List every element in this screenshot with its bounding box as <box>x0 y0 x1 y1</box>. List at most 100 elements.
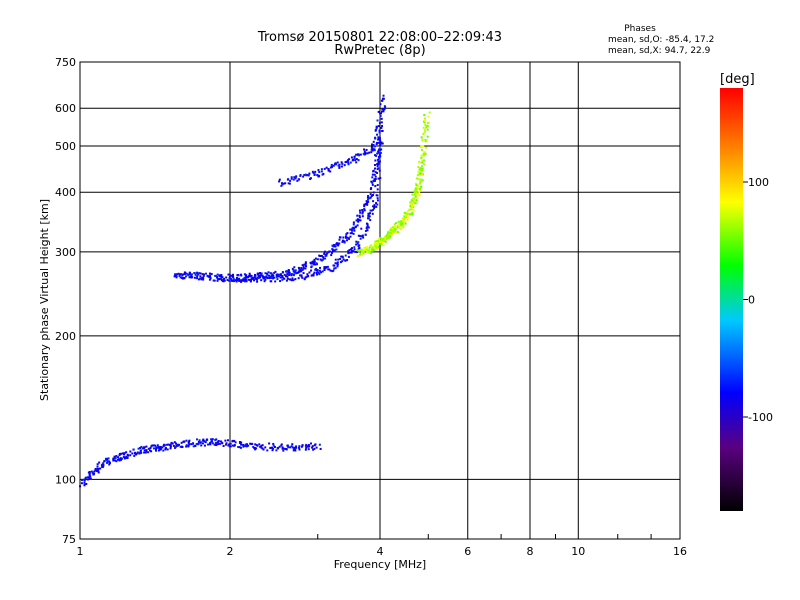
data-point <box>326 265 329 268</box>
data-point <box>320 254 323 257</box>
data-point <box>262 277 265 280</box>
data-point <box>391 233 394 236</box>
data-point <box>289 446 292 449</box>
data-point <box>244 443 247 446</box>
data-point <box>103 460 106 463</box>
data-point <box>413 198 416 201</box>
data-point <box>264 446 267 449</box>
data-point <box>303 277 306 280</box>
data-point <box>196 275 199 278</box>
data-point <box>323 268 326 271</box>
data-point <box>348 249 351 252</box>
data-point <box>310 265 313 268</box>
data-point <box>149 449 152 452</box>
data-point <box>407 216 410 219</box>
data-point <box>200 278 203 281</box>
data-point <box>426 125 429 128</box>
data-point <box>147 451 150 454</box>
data-point <box>402 226 405 229</box>
data-point <box>225 442 228 445</box>
data-point <box>396 225 399 228</box>
data-point <box>187 445 190 448</box>
data-point <box>338 165 341 168</box>
data-point <box>247 278 250 281</box>
data-point <box>394 228 397 231</box>
data-point <box>96 463 99 466</box>
data-point <box>302 267 305 270</box>
data-point <box>382 108 385 111</box>
data-point <box>380 126 383 129</box>
data-point <box>227 444 230 447</box>
chart-title: Tromsø 20150801 22:08:00–22:09:43 <box>257 30 502 45</box>
data-point <box>380 121 383 124</box>
data-point <box>190 273 193 276</box>
data-point <box>291 277 294 280</box>
data-point <box>375 194 378 197</box>
y-axis: 75 100 200 300 400 500 600 750 <box>55 56 76 546</box>
data-point <box>268 442 271 445</box>
data-point <box>409 202 412 205</box>
data-point <box>269 280 272 283</box>
data-point <box>204 272 207 275</box>
data-point <box>259 274 262 277</box>
data-point <box>369 196 372 199</box>
data-point <box>161 446 164 449</box>
data-point <box>334 163 337 166</box>
data-point <box>355 240 358 243</box>
data-point <box>358 244 361 247</box>
data-point <box>407 212 410 215</box>
data-point <box>299 274 302 277</box>
data-point <box>219 440 222 443</box>
data-point <box>316 273 319 276</box>
y-tick-label: 750 <box>55 56 76 69</box>
data-point <box>420 178 423 181</box>
data-point <box>421 154 424 157</box>
data-point <box>427 115 430 118</box>
data-point <box>261 444 264 447</box>
data-point <box>413 191 416 194</box>
data-point <box>365 248 368 251</box>
data-point <box>400 220 403 223</box>
data-point <box>272 444 275 447</box>
data-point <box>340 165 343 168</box>
data-point <box>202 274 205 277</box>
data-point <box>243 279 246 282</box>
data-point <box>351 159 354 162</box>
data-point <box>118 452 121 455</box>
data-point <box>247 276 250 279</box>
data-point <box>379 143 382 146</box>
data-point <box>358 216 361 219</box>
data-point <box>106 458 109 461</box>
data-point <box>164 447 167 450</box>
data-point <box>308 172 311 175</box>
data-point <box>371 176 374 179</box>
data-point <box>187 274 190 277</box>
data-point <box>375 239 378 242</box>
data-point <box>426 135 429 138</box>
data-point <box>167 443 170 446</box>
data-point <box>318 269 321 272</box>
data-point <box>370 180 373 183</box>
data-point <box>380 141 383 144</box>
data-point <box>154 444 157 447</box>
data-point <box>373 148 376 151</box>
data-point <box>365 222 368 225</box>
data-point <box>421 179 424 182</box>
data-point <box>162 449 165 452</box>
data-point <box>314 263 317 266</box>
data-point <box>404 221 407 224</box>
data-point <box>346 160 349 163</box>
data-point <box>333 163 336 166</box>
data-point <box>249 442 252 445</box>
data-point <box>311 170 314 173</box>
data-point <box>355 161 358 164</box>
data-point <box>367 214 370 217</box>
data-point <box>285 279 288 282</box>
data-point <box>371 149 374 152</box>
data-point <box>420 156 423 159</box>
data-point <box>411 203 414 206</box>
data-point <box>183 273 186 276</box>
data-point <box>256 280 259 283</box>
data-point <box>373 205 376 208</box>
data-point <box>286 273 289 276</box>
